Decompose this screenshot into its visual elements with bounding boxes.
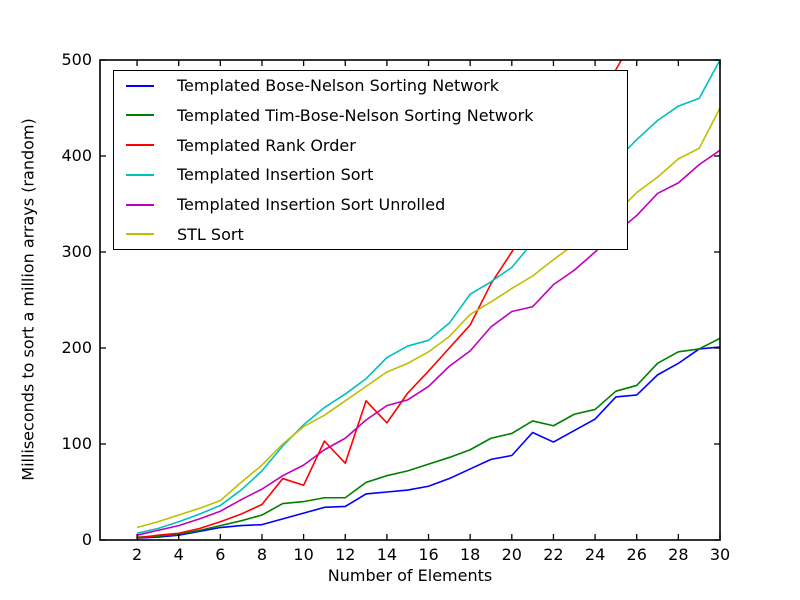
y-tick-label: 500 [61,50,92,69]
legend-item-3: Templated Insertion Sort [114,160,627,190]
x-tick-label: 22 [543,545,563,564]
legend-line-swatch [126,203,154,206]
x-axis-label: Number of Elements [327,566,493,585]
y-tick-label: 400 [61,146,92,165]
x-tick-label: 16 [418,545,438,564]
x-tick-label: 6 [215,545,225,564]
legend-label: Templated Rank Order [177,135,356,155]
x-tick-label: 24 [585,545,605,564]
legend: Templated Bose-Nelson Sorting Network Tem… [113,70,628,250]
x-tick-label: 8 [257,545,267,564]
x-tick-label: 18 [460,545,480,564]
x-tick-label: 20 [502,545,522,564]
x-tick-label: 2 [132,545,142,564]
x-tick-label: 10 [293,545,313,564]
legend-item-2: Templated Rank Order [114,130,627,160]
y-tick-label: 0 [82,530,92,549]
y-axis-label: Milliseconds to sort a million arrays (r… [18,118,38,481]
legend-label: Templated Insertion Sort Unrolled [177,195,446,214]
series-line-0 [137,346,720,539]
legend-label: Templated Bose-Nelson Sorting Network [177,76,500,96]
legend-label: Templated Tim-Bose-Nelson Sorting Networ… [177,105,534,125]
legend-line-swatch [126,173,154,176]
y-tick-label: 100 [61,434,92,453]
x-tick-label: 14 [377,545,397,564]
x-tick-label: 4 [174,545,184,564]
legend-item-0: Templated Bose-Nelson Sorting Network [114,71,627,101]
x-tick-label: 30 [710,545,730,564]
series-line-1 [137,337,720,538]
legend-label: Templated Insertion Sort [177,165,374,185]
legend-label: STL Sort [177,224,244,244]
legend-line-swatch [126,114,154,117]
x-tick-label: 28 [668,545,688,564]
legend-item-1: Templated Tim-Bose-Nelson Sorting Networ… [114,101,627,131]
y-tick-label: 300 [61,242,92,261]
y-tick-label: 200 [61,338,92,357]
axes-frame [99,59,721,541]
legend-item-4: Templated Insertion Sort Unrolled [114,190,627,220]
legend-line-swatch [126,233,154,236]
legend-item-5: STL Sort [114,219,627,249]
x-tick-label: 12 [335,545,355,564]
legend-line-swatch [126,84,154,87]
x-tick-label: 26 [627,545,647,564]
legend-line-swatch [126,144,154,147]
